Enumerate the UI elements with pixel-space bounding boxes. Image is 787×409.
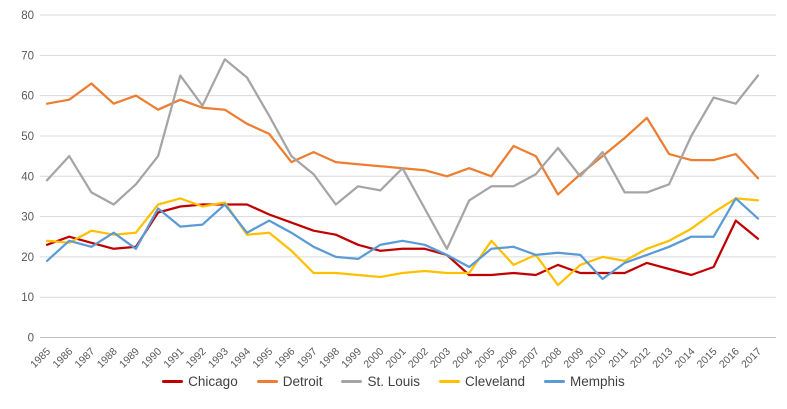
series-line-st-louis	[45, 58, 760, 250]
x-axis-tick-label: 2006	[495, 346, 520, 371]
x-axis-tick-label: 1986	[50, 346, 75, 371]
x-axis-tick-label: 1989	[117, 346, 142, 371]
x-axis-tick-label: 1996	[273, 346, 298, 371]
legend-line-swatch-cleveland	[439, 380, 460, 383]
legend-line-swatch-st-louis	[341, 380, 363, 383]
legend-line-swatch-memphis	[544, 380, 566, 383]
x-axis-tick-label: 1994	[228, 346, 253, 371]
x-axis-tick-label: 2004	[450, 346, 475, 371]
x-axis-tick-label: 2017	[739, 346, 764, 371]
x-axis-tick-label: 1993	[206, 346, 231, 371]
x-axis-tick-label: 1988	[95, 346, 120, 371]
y-axis-tick-label: 80	[21, 10, 34, 22]
y-axis-tick-label: 40	[21, 171, 34, 183]
x-axis-tick-label: 1985	[28, 346, 53, 371]
x-axis-tick-label: 1991	[161, 346, 186, 371]
legend-item-memphis: Memphis	[544, 374, 625, 389]
x-axis-tick-label: 2012	[628, 346, 653, 371]
legend-item-detroit: Detroit	[256, 374, 323, 389]
y-axis-tick-label: 60	[21, 91, 34, 103]
x-axis-tick-label: 2001	[384, 346, 409, 371]
y-axis-tick-label: 70	[21, 50, 34, 62]
x-axis-tick-label: 2010	[584, 346, 609, 371]
legend-item-cleveland: Cleveland	[439, 374, 525, 389]
series-line-chicago	[45, 203, 760, 277]
x-axis-tick-label: 2007	[517, 346, 542, 371]
legend-label-st-louis: St. Louis	[367, 374, 420, 389]
x-axis-tick-label: 1995	[250, 346, 275, 371]
series-line-memphis	[45, 197, 760, 281]
series-line-cleveland	[45, 197, 760, 287]
legend-line-swatch-detroit	[256, 380, 278, 383]
x-axis-tick-label: 2002	[406, 346, 431, 371]
x-axis-tick-label: 2013	[650, 346, 675, 371]
legend-label-memphis: Memphis	[570, 374, 625, 389]
x-axis-tick-label: 1992	[184, 346, 209, 371]
x-axis-tick-label: 2016	[717, 346, 742, 371]
x-axis-tick-label: 1987	[73, 346, 98, 371]
legend-item-st-louis: St. Louis	[341, 374, 420, 389]
x-axis-tick-label: 2009	[561, 346, 586, 371]
legend-item-chicago: Chicago	[162, 374, 238, 389]
x-axis-tick-label: 1998	[317, 346, 342, 371]
legend-label-detroit: Detroit	[282, 374, 323, 389]
y-axis-tick-label: 50	[21, 131, 34, 143]
chart-legend: Chicago Detroit St. Louis Cleveland Memphis	[0, 374, 787, 389]
y-axis-tick-label: 0	[28, 333, 34, 345]
x-axis-tick-label: 1997	[295, 346, 320, 371]
y-axis-tick-label: 30	[21, 212, 34, 224]
legend-label-chicago: Chicago	[188, 374, 238, 389]
legend-line-swatch-chicago	[162, 380, 184, 383]
series-line-detroit	[45, 82, 760, 196]
x-axis-tick-label: 2000	[361, 346, 386, 371]
x-axis-tick-label: 2014	[672, 346, 697, 371]
legend-label-cleveland: Cleveland	[465, 374, 526, 389]
x-axis-tick-label: 1990	[139, 346, 164, 371]
x-axis-tick-label: 2008	[539, 346, 564, 371]
x-axis-tick-label: 2005	[472, 346, 497, 371]
x-axis-tick-label: 2011	[606, 346, 631, 371]
x-axis-tick-label: 1999	[339, 346, 364, 371]
x-axis-tick-label: 2003	[428, 346, 453, 371]
x-axis-tick-label: 2015	[695, 346, 720, 371]
y-axis-tick-label: 20	[21, 252, 34, 264]
y-axis-tick-label: 10	[21, 292, 34, 304]
